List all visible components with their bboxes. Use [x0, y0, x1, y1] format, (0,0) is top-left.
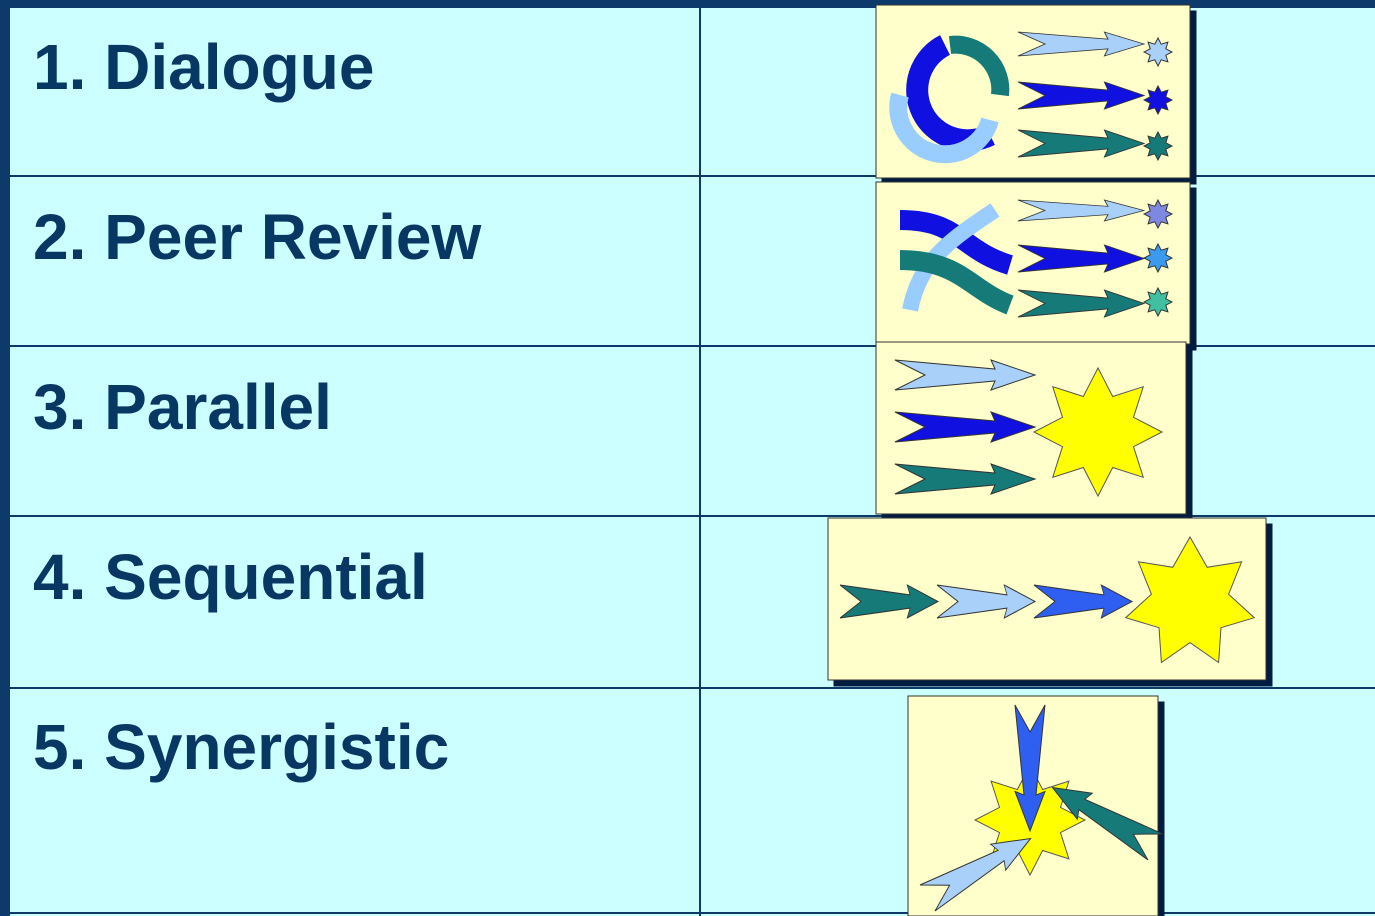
row-label: 4. Sequential — [33, 541, 428, 613]
icon-dialogue — [875, 4, 1191, 179]
star — [1142, 36, 1174, 68]
star — [1032, 366, 1164, 498]
icon-parallel — [875, 341, 1187, 515]
grid — [10, 8, 1375, 916]
row-label: 3. Parallel — [33, 371, 332, 443]
row-label: 2. Peer Review — [33, 201, 482, 273]
icon-sequential — [827, 517, 1267, 681]
star — [1142, 84, 1174, 116]
star — [1142, 242, 1174, 274]
icon-synergistic — [907, 695, 1164, 916]
star — [1142, 130, 1174, 162]
row-label: 5. Synergistic — [33, 711, 449, 783]
icon-peer-review — [875, 181, 1191, 345]
row-label: 1. Dialogue — [33, 31, 374, 103]
star — [1124, 535, 1256, 664]
star — [1142, 286, 1174, 318]
star — [1142, 198, 1174, 230]
